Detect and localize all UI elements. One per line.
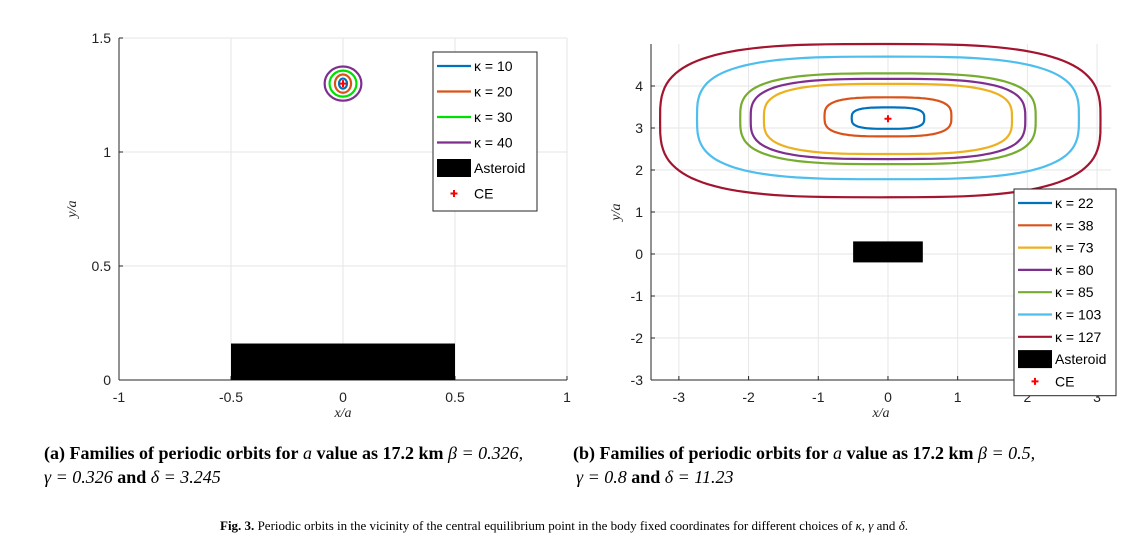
- subcaption-b-and: and: [631, 467, 661, 487]
- y-tick-label: -1: [631, 288, 644, 304]
- legend-asteroid-swatch: [437, 159, 471, 177]
- figure-caption-gamma: γ: [868, 518, 874, 533]
- orbit-line: [850, 106, 926, 130]
- ce-marker: [339, 80, 347, 88]
- legend-label: κ = 40: [474, 135, 513, 151]
- figure-caption-and: and: [876, 518, 896, 533]
- legend-label: Asteroid: [1055, 351, 1106, 367]
- orbit-line: [323, 65, 363, 102]
- legend-label: CE: [474, 186, 493, 202]
- figure-caption-delta: δ: [898, 518, 905, 533]
- orbit-line: [695, 55, 1081, 181]
- legend-label: κ = 10: [474, 58, 513, 74]
- subcaption-b-gamma: γ = 0.8: [576, 467, 627, 487]
- legend-asteroid-swatch: [1018, 350, 1052, 369]
- legend-label: Asteroid: [474, 160, 525, 176]
- legend-label: κ = 30: [474, 109, 513, 125]
- y-tick-label: 3: [635, 120, 643, 136]
- legend-label: κ = 85: [1055, 284, 1094, 300]
- legend-label: κ = 127: [1055, 329, 1102, 345]
- x-tick-label: -1: [113, 389, 126, 405]
- subcaption-b-delta: δ = 11.23: [664, 467, 734, 487]
- subcaption-b-symbol: a: [832, 443, 842, 463]
- x-tick-label: 2: [1023, 389, 1031, 405]
- subcaption-a-beta: β = 0.326,: [447, 443, 524, 463]
- orbit-line: [328, 69, 358, 98]
- subcaption-a: (a) Families of periodic orbits for a va…: [44, 441, 574, 489]
- legend-label: κ = 20: [474, 84, 513, 100]
- ce-marker: [884, 115, 892, 123]
- orbit-line: [762, 82, 1014, 156]
- y-tick-label: 0: [103, 372, 111, 388]
- subcaption-a-and: and: [117, 467, 147, 487]
- subcaption-b-tag: (b): [573, 443, 595, 463]
- y-tick-label: 1: [635, 204, 643, 220]
- y-tick-label: 1: [103, 144, 111, 160]
- legend-label: κ = 103: [1055, 307, 1102, 323]
- x-tick-label: 3: [1093, 389, 1101, 405]
- subcaption-a-value: value as 17.2 km: [316, 443, 444, 463]
- subcaption-a-delta: δ = 3.245: [150, 467, 221, 487]
- y-tick-label: 1.5: [92, 30, 112, 46]
- x-tick-label: -2: [742, 389, 755, 405]
- x-tick-label: 0.5: [445, 389, 465, 405]
- x-tick-label: -0.5: [219, 389, 243, 405]
- orbit-line: [749, 77, 1027, 161]
- legend: κ = 10 κ = 20 κ = 30 κ = 40 Asteroid CE: [432, 51, 538, 212]
- legend-label: κ = 22: [1055, 195, 1094, 211]
- figure-caption-end: .: [904, 518, 908, 533]
- y-tick-label: 4: [635, 78, 643, 94]
- legend-box: [432, 51, 538, 212]
- subcaption-b-lead: Families of periodic orbits for: [599, 443, 829, 463]
- x-axis-label: x/a: [871, 406, 889, 421]
- figure-caption-label: Fig. 3.: [220, 518, 255, 533]
- legend: κ = 22 κ = 38 κ = 73 κ = 80 κ = 85 κ = 103 κ =…: [1013, 188, 1117, 397]
- y-tick-label: -2: [631, 330, 644, 346]
- orbit-line: [337, 77, 349, 90]
- legend-label: CE: [1055, 373, 1074, 389]
- legend-label: κ = 73: [1055, 240, 1094, 256]
- orbit-line: [739, 72, 1037, 166]
- x-tick-label: 0: [339, 389, 347, 405]
- y-tick-label: 0: [635, 246, 643, 262]
- subcaption-b: (b) Families of periodic orbits for a va…: [573, 441, 1113, 489]
- legend-label: κ = 38: [1055, 217, 1094, 233]
- orbit-line: [823, 96, 953, 138]
- subcaption-a-symbol: a: [302, 443, 312, 463]
- subcaption-a-tag: (a): [44, 443, 65, 463]
- x-axis-label: x/a: [333, 406, 351, 421]
- x-tick-label: 1: [954, 389, 962, 405]
- x-tick-label: -1: [812, 389, 825, 405]
- subcaption-b-value: value as 17.2 km: [846, 443, 974, 463]
- figure-caption: Fig. 3. Periodic orbits in the vicinity …: [0, 518, 1128, 534]
- subcaption-a-lead: Families of periodic orbits for: [69, 443, 299, 463]
- figure-caption-sep: ,: [861, 518, 866, 533]
- y-tick-label: 0.5: [92, 258, 112, 274]
- subcaption-a-gamma: γ = 0.326: [44, 467, 113, 487]
- x-tick-label: 0: [884, 389, 892, 405]
- figure-plots: -1 -0.5 0 0.5 100.511.5x/ay/aκ = 10κ = 20κ =…: [65, 30, 1117, 421]
- asteroid-body: [853, 241, 923, 263]
- orbit-line: [333, 73, 353, 94]
- y-axis-label: y/a: [609, 203, 624, 222]
- y-tick-label: 2: [635, 162, 643, 178]
- asteroid-body: [231, 343, 455, 380]
- figure-caption-text: Periodic orbits in the vicinity of the c…: [257, 518, 853, 533]
- chart-panel-a: -1 -0.5 0 0.5 100.511.5x/ay/aκ = 10κ = 20κ =…: [65, 30, 571, 421]
- subcaption-b-beta: β = 0.5,: [977, 443, 1036, 463]
- x-tick-label: 1: [563, 389, 571, 405]
- x-tick-label: -3: [673, 389, 686, 405]
- figure-caption-kappa: κ: [855, 518, 862, 533]
- y-tick-label: -3: [631, 372, 644, 388]
- legend-ce-swatch: [1031, 377, 1039, 385]
- legend-ce-swatch: [450, 190, 458, 197]
- y-axis-label: y/a: [65, 200, 80, 219]
- legend-label: κ = 80: [1055, 262, 1094, 278]
